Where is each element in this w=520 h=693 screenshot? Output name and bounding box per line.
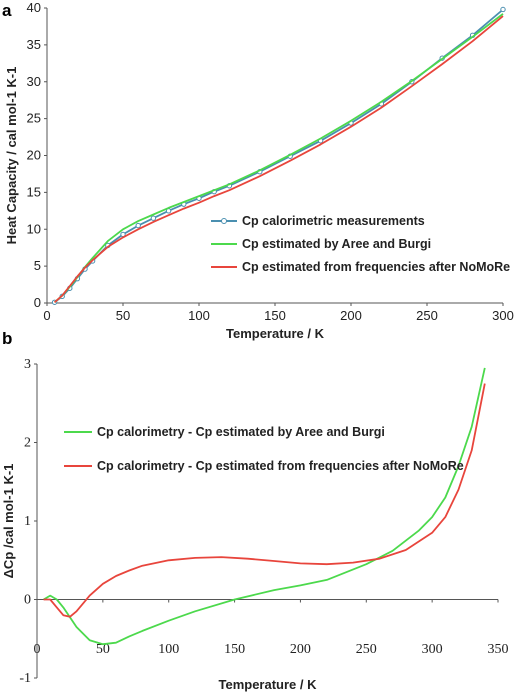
y-tick-label: 35 [27, 37, 41, 52]
y-tick-label: 1 [24, 514, 31, 529]
y-tick-label: 10 [27, 221, 41, 236]
x-tick-label: 0 [34, 642, 41, 657]
panel-a-label: a [2, 1, 12, 20]
data-point [150, 215, 157, 221]
x-tick-label: 250 [416, 308, 438, 323]
y-tick-label: 25 [27, 111, 41, 126]
y-tick-label: 2 [24, 436, 31, 451]
x-tick-label: 200 [290, 642, 311, 657]
chart-a: 0 5 10 15 20 25 30 35 40 0 50 100 150 200 250 300 Temper… [4, 0, 514, 341]
y-tick-label: 40 [27, 0, 41, 15]
series-line-cp-estimated-from-frequencies-after-nomore [54, 15, 504, 303]
x-tick-label: 50 [116, 308, 130, 323]
y-tick-label: 5 [34, 258, 41, 273]
y-tick-label: 0 [34, 295, 41, 310]
y-axis-title: Heat Capacity / cal mol-1 K-1 [4, 67, 19, 245]
legend-label: Cp estimated from frequencies after NoMo… [242, 260, 510, 274]
x-tick-label: 200 [340, 308, 362, 323]
series-line-cp-calorimetric-measurements [54, 8, 504, 304]
x-tick-label: 250 [356, 642, 377, 657]
x-tick-label: 300 [422, 642, 443, 657]
series-line-cp-calorimetry-cp-estimated-by-aree-and-burgi [43, 367, 486, 646]
legend-label: Cp calorimetric measurements [242, 214, 425, 228]
x-tick-label: 100 [188, 308, 210, 323]
legend-label: Cp calorimetry - Cp estimated from frequ… [97, 459, 464, 473]
panel-b-label: b [2, 329, 12, 348]
y-tick-label: 15 [27, 184, 41, 199]
y-tick-label: 20 [27, 148, 41, 163]
data-point [500, 6, 506, 13]
legend-label: Cp estimated by Aree and Burgi [242, 237, 431, 251]
y-tick-label: 30 [27, 74, 41, 89]
x-tick-label: 0 [43, 308, 50, 323]
x-tick-label: 350 [488, 642, 509, 657]
legend-label: Cp calorimetry - Cp estimated by Aree an… [97, 425, 385, 439]
y-axis-title: ΔCp /cal mol-1 K-1 [1, 464, 16, 579]
series-line-cp-calorimetry-cp-estimated-from-frequencies-after-nomore [43, 383, 486, 618]
x-tick-label: 300 [492, 308, 514, 323]
x-tick-label: 150 [264, 308, 286, 323]
data-point [135, 222, 141, 229]
y-tick-label: 3 [24, 357, 31, 372]
y-tick-label: 0 [24, 593, 31, 608]
x-tick-label: 50 [96, 642, 110, 657]
legend-marker [221, 218, 227, 224]
y-tick-label: -1 [19, 671, 31, 686]
x-axis-title: Temperature / K [226, 326, 325, 341]
x-axis-title: Temperature / K [218, 677, 317, 692]
x-tick-label: 150 [224, 642, 245, 657]
x-tick-label: 100 [158, 642, 179, 657]
